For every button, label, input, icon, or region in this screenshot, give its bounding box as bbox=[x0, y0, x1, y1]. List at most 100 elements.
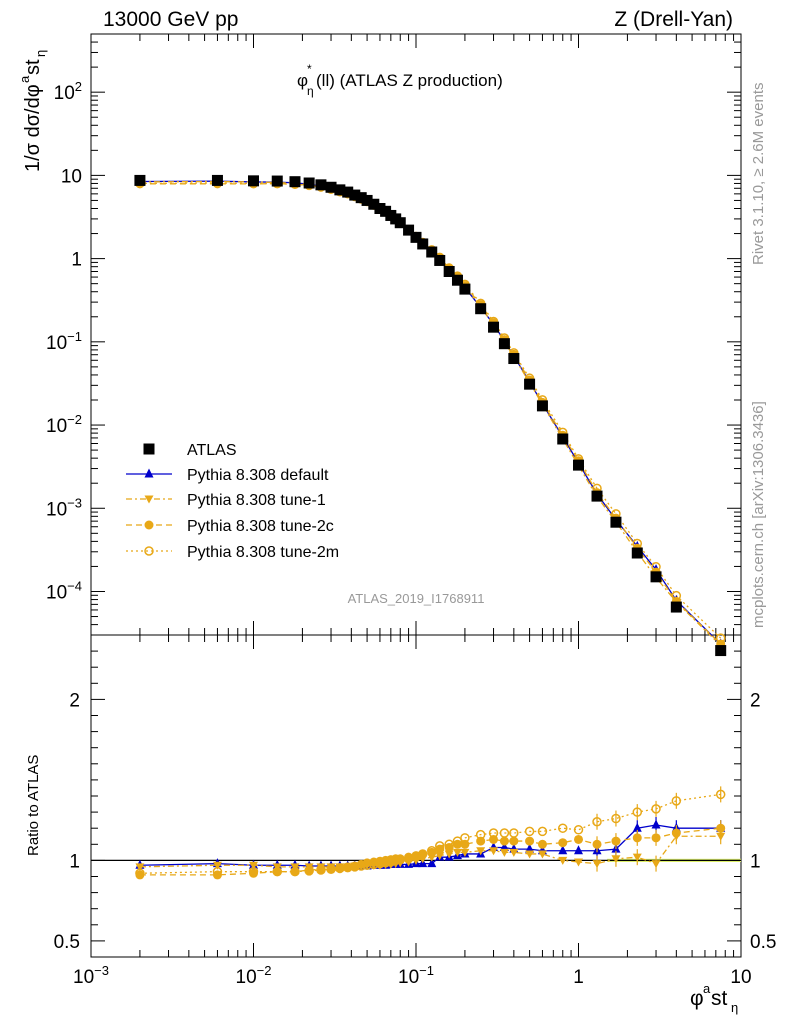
data-point bbox=[574, 834, 583, 844]
x-axis-label: φ a st η bbox=[690, 981, 738, 1015]
legend-label: ATLAS bbox=[187, 442, 237, 459]
data-point bbox=[592, 839, 602, 849]
ratio-series-line bbox=[139, 827, 721, 876]
svg-text:(ll) (ATLAS Z production): (ll) (ATLAS Z production) bbox=[316, 71, 503, 90]
data-point bbox=[212, 861, 222, 870]
data-point bbox=[632, 822, 642, 832]
data-point bbox=[375, 858, 385, 869]
data-point bbox=[715, 645, 727, 657]
data-point bbox=[716, 823, 726, 833]
header-right: Z (Drell-Yan) bbox=[614, 8, 733, 31]
data-point bbox=[426, 845, 437, 856]
y-tick-label: 10 bbox=[61, 166, 82, 187]
chart-title: φ * η (ll) (ATLAS Z production) bbox=[297, 62, 503, 98]
x-tick-label: 10 bbox=[730, 967, 751, 988]
data-point bbox=[444, 850, 454, 859]
svg-text:a: a bbox=[703, 981, 711, 996]
ratio-y-tick-label-right: 0.5 bbox=[750, 932, 776, 953]
data-point bbox=[143, 443, 155, 455]
data-point bbox=[591, 490, 603, 502]
svg-text:st: st bbox=[711, 987, 728, 1010]
data-point bbox=[434, 841, 445, 851]
x-tick-label: 10−3 bbox=[73, 963, 109, 988]
data-point bbox=[525, 836, 535, 846]
data-point bbox=[499, 842, 509, 852]
data-point bbox=[135, 868, 145, 879]
data-point bbox=[489, 834, 499, 844]
data-point bbox=[611, 855, 621, 864]
data-point bbox=[272, 866, 282, 877]
x-tick-label: 1 bbox=[573, 967, 584, 988]
data-point bbox=[272, 867, 282, 877]
data-point bbox=[574, 845, 583, 855]
data-point bbox=[460, 848, 470, 857]
data-point bbox=[632, 853, 642, 862]
data-point bbox=[356, 861, 366, 871]
ratio-y-tick-label: 0.5 bbox=[54, 932, 80, 953]
data-point bbox=[573, 825, 584, 835]
data-point bbox=[144, 495, 154, 504]
svg-text:st: st bbox=[22, 59, 44, 75]
data-point bbox=[498, 338, 510, 350]
svg-text:η: η bbox=[307, 84, 314, 98]
data-point bbox=[476, 836, 486, 846]
data-point bbox=[558, 838, 568, 848]
data-point bbox=[525, 843, 535, 853]
svg-text:φ: φ bbox=[297, 71, 308, 90]
data-point bbox=[557, 433, 569, 445]
data-point bbox=[410, 231, 422, 243]
data-point bbox=[435, 852, 445, 861]
data-point bbox=[212, 870, 222, 880]
data-point bbox=[632, 807, 643, 817]
data-point bbox=[427, 858, 437, 868]
data-point bbox=[369, 859, 379, 870]
svg-text:η: η bbox=[33, 50, 48, 57]
data-point bbox=[611, 836, 621, 846]
data-point bbox=[488, 828, 499, 838]
data-point bbox=[451, 274, 463, 286]
data-point bbox=[248, 866, 259, 877]
data-point bbox=[524, 826, 535, 837]
data-point bbox=[452, 848, 462, 857]
watermark: ATLAS_2019_I1768911 bbox=[348, 591, 485, 606]
data-point bbox=[558, 845, 568, 855]
data-point bbox=[316, 865, 326, 875]
data-point bbox=[248, 175, 259, 187]
svg-text:η: η bbox=[731, 1000, 738, 1015]
svg-text:φ: φ bbox=[690, 987, 704, 1010]
data-point bbox=[315, 179, 327, 191]
ratio-y-tick-label-right: 1 bbox=[750, 851, 761, 872]
data-point bbox=[573, 459, 584, 471]
data-point bbox=[558, 823, 568, 833]
y-tick-label: 10−2 bbox=[46, 412, 82, 437]
data-point bbox=[508, 353, 520, 365]
data-point bbox=[334, 184, 346, 196]
axes-layer: 10−3 10−2 10−1 1 10 10−4 10−3 10−2 10−1 1 10 102 0.5… bbox=[46, 33, 776, 988]
data-point bbox=[325, 181, 337, 193]
ratio-y-tick-label: 2 bbox=[69, 690, 80, 711]
data-point bbox=[368, 198, 380, 210]
data-point bbox=[715, 789, 726, 800]
data-point bbox=[350, 862, 360, 872]
x-tick-label: 10−2 bbox=[236, 963, 272, 988]
data-point bbox=[537, 826, 548, 837]
svg-text:1/σ dσ/dφ: 1/σ dσ/dφ bbox=[22, 84, 44, 172]
data-point bbox=[631, 547, 643, 559]
header-left: 13000 GeV pp bbox=[103, 8, 238, 31]
data-point bbox=[671, 796, 682, 806]
data-point bbox=[499, 828, 510, 838]
data-point bbox=[632, 833, 642, 843]
data-point bbox=[374, 203, 386, 215]
data-point bbox=[417, 849, 428, 859]
data-point bbox=[475, 303, 487, 315]
legend-label: Pythia 8.308 default bbox=[187, 467, 329, 484]
data-point bbox=[212, 866, 223, 877]
data-point bbox=[651, 819, 661, 829]
data-point bbox=[362, 860, 372, 870]
data-point bbox=[249, 861, 258, 870]
data-point bbox=[434, 254, 446, 266]
data-point bbox=[651, 833, 661, 843]
data-point bbox=[476, 847, 486, 856]
data-point bbox=[394, 217, 406, 229]
data-point bbox=[592, 860, 602, 869]
